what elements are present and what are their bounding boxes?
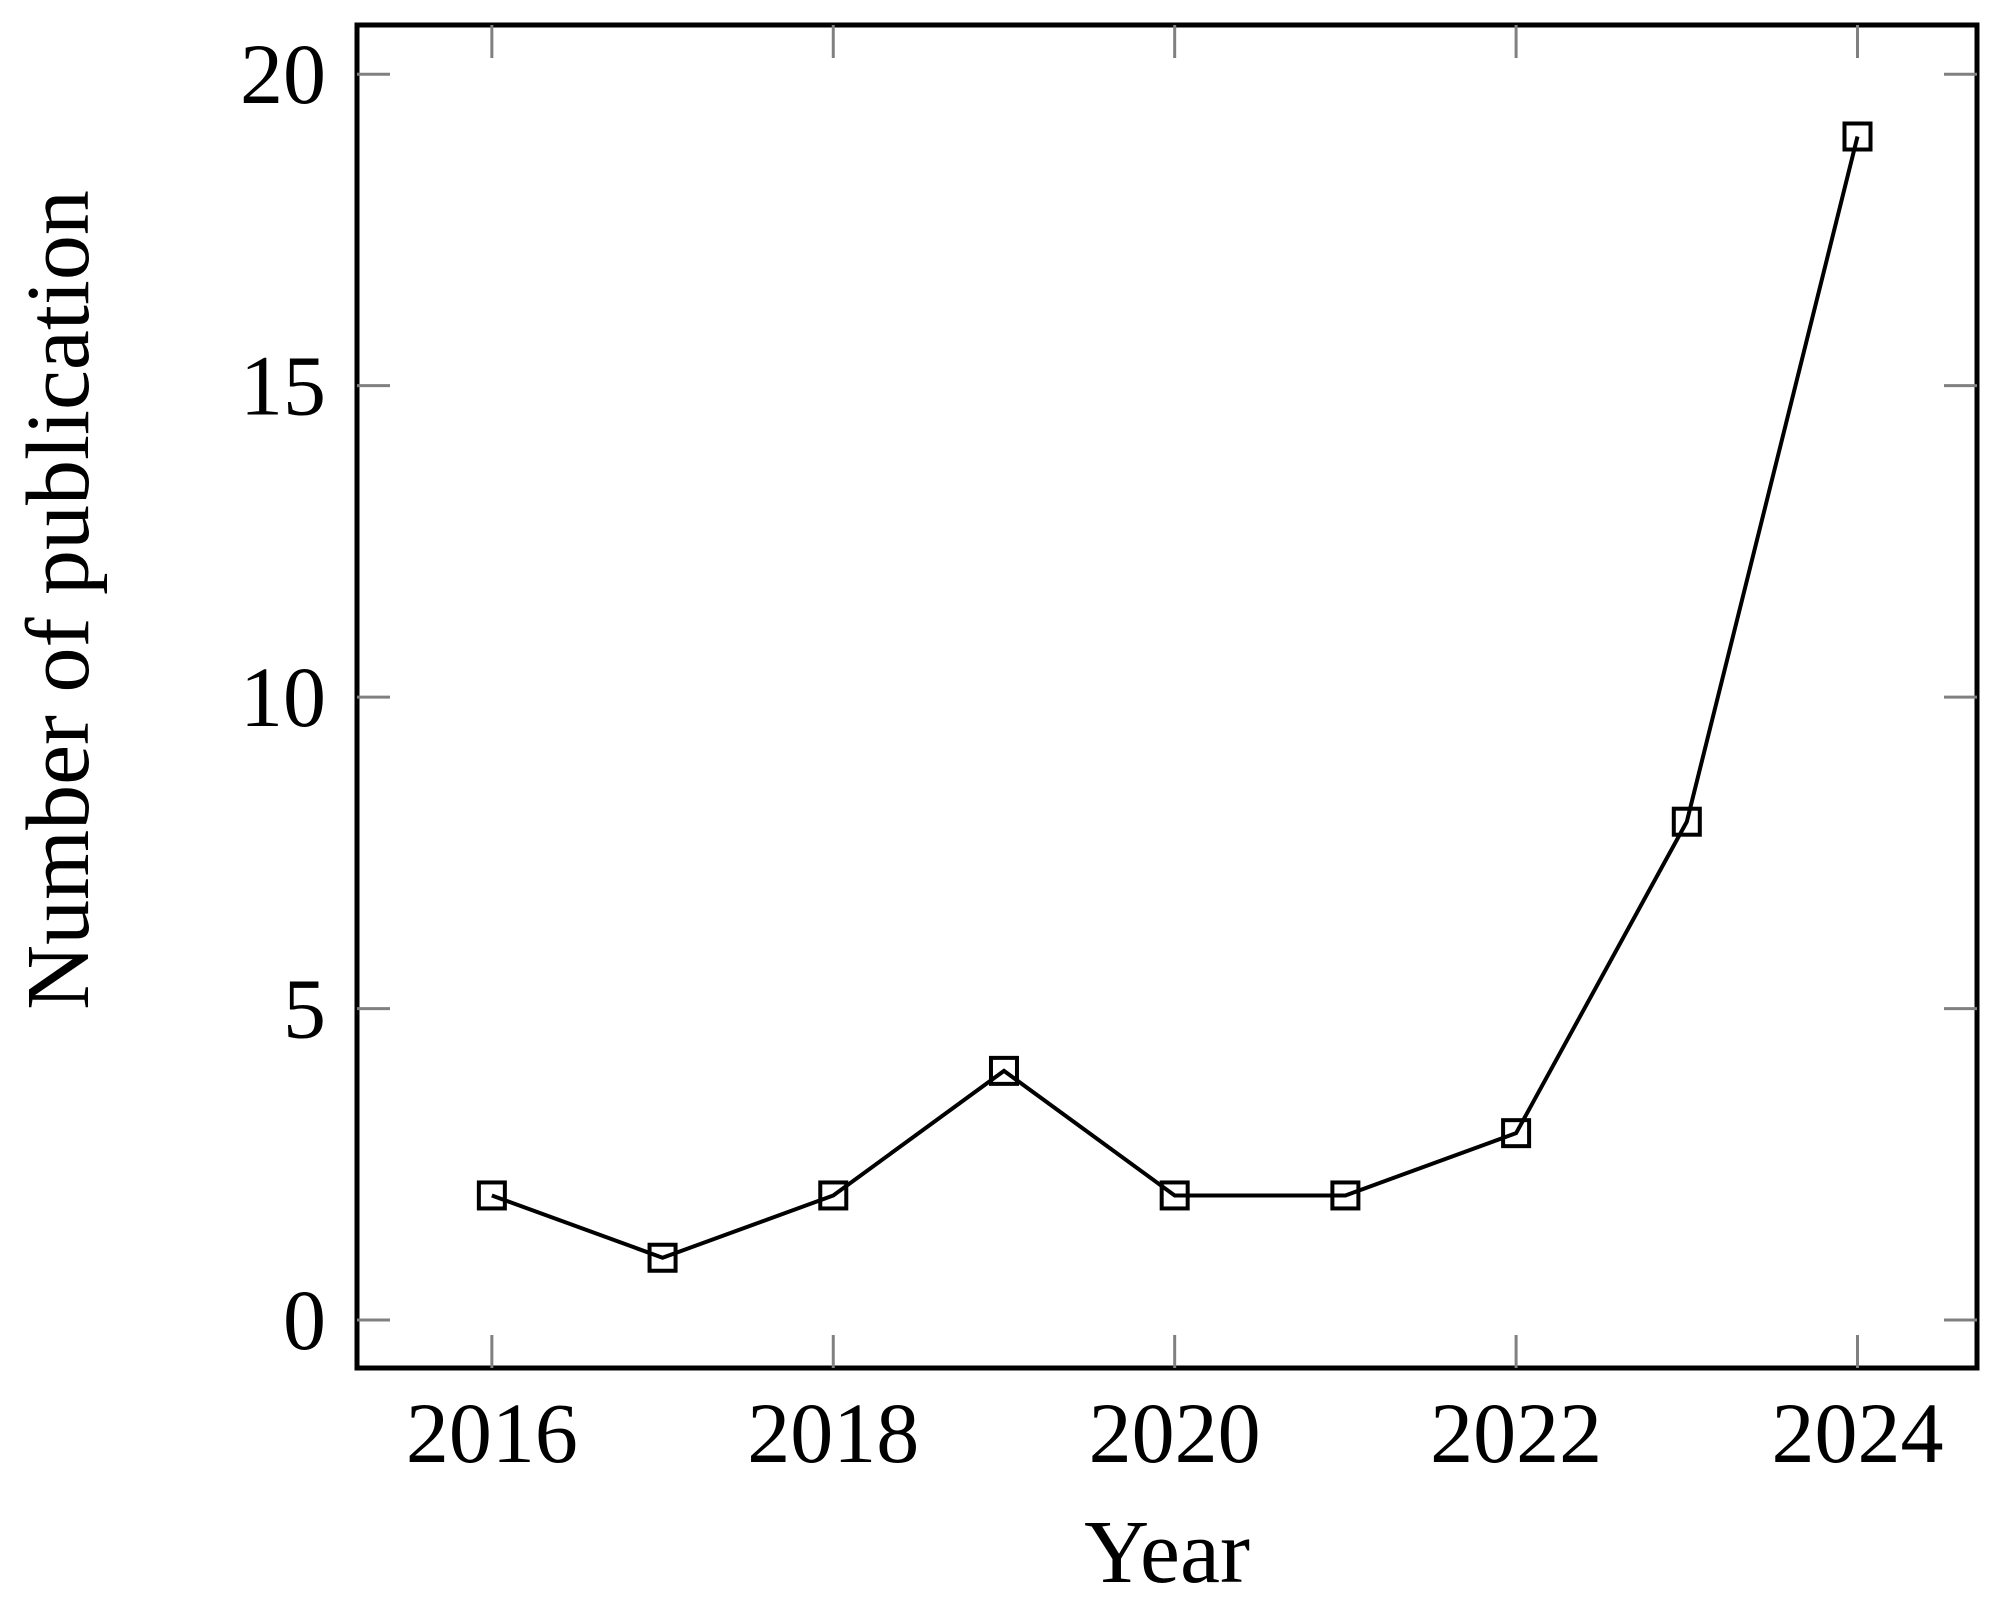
data-line xyxy=(491,136,1860,1260)
x-tick-label: 2016 xyxy=(406,1385,578,1481)
plot-frame xyxy=(354,22,1980,1371)
y-tick-label: 15 xyxy=(240,338,326,434)
y-tick-labels: 0 5 10 15 20 xyxy=(240,26,326,1368)
x-tick-labels: 2016 2018 2020 2022 2024 xyxy=(406,1385,1944,1481)
data-point-marker xyxy=(647,1242,678,1273)
data-point-marker xyxy=(1842,121,1873,152)
x-tick-label: 2020 xyxy=(1089,1385,1261,1481)
x-axis-label: Year xyxy=(1084,1503,1250,1602)
data-markers xyxy=(476,121,1873,1273)
data-point-marker xyxy=(476,1180,507,1211)
y-tick-label: 5 xyxy=(283,961,326,1057)
y-tick-label: 20 xyxy=(240,26,326,122)
x-tick-label: 2018 xyxy=(747,1385,919,1481)
y-tick-label: 0 xyxy=(283,1272,326,1368)
publications-series-line xyxy=(491,136,1860,1260)
data-point-marker xyxy=(1501,1118,1532,1149)
data-point-marker xyxy=(1330,1180,1361,1211)
data-point-marker xyxy=(818,1180,849,1211)
y-axis-label: Number of publication xyxy=(9,190,108,1010)
data-point-marker xyxy=(1159,1180,1190,1211)
y-tick-label: 10 xyxy=(240,649,326,745)
data-point-marker xyxy=(988,1055,1019,1086)
data-point-marker xyxy=(1671,806,1702,837)
axis-frame xyxy=(354,22,1980,1371)
x-tick-label: 2024 xyxy=(1772,1385,1944,1481)
tick-marks xyxy=(357,25,1977,1368)
x-tick-label: 2022 xyxy=(1430,1385,1602,1481)
